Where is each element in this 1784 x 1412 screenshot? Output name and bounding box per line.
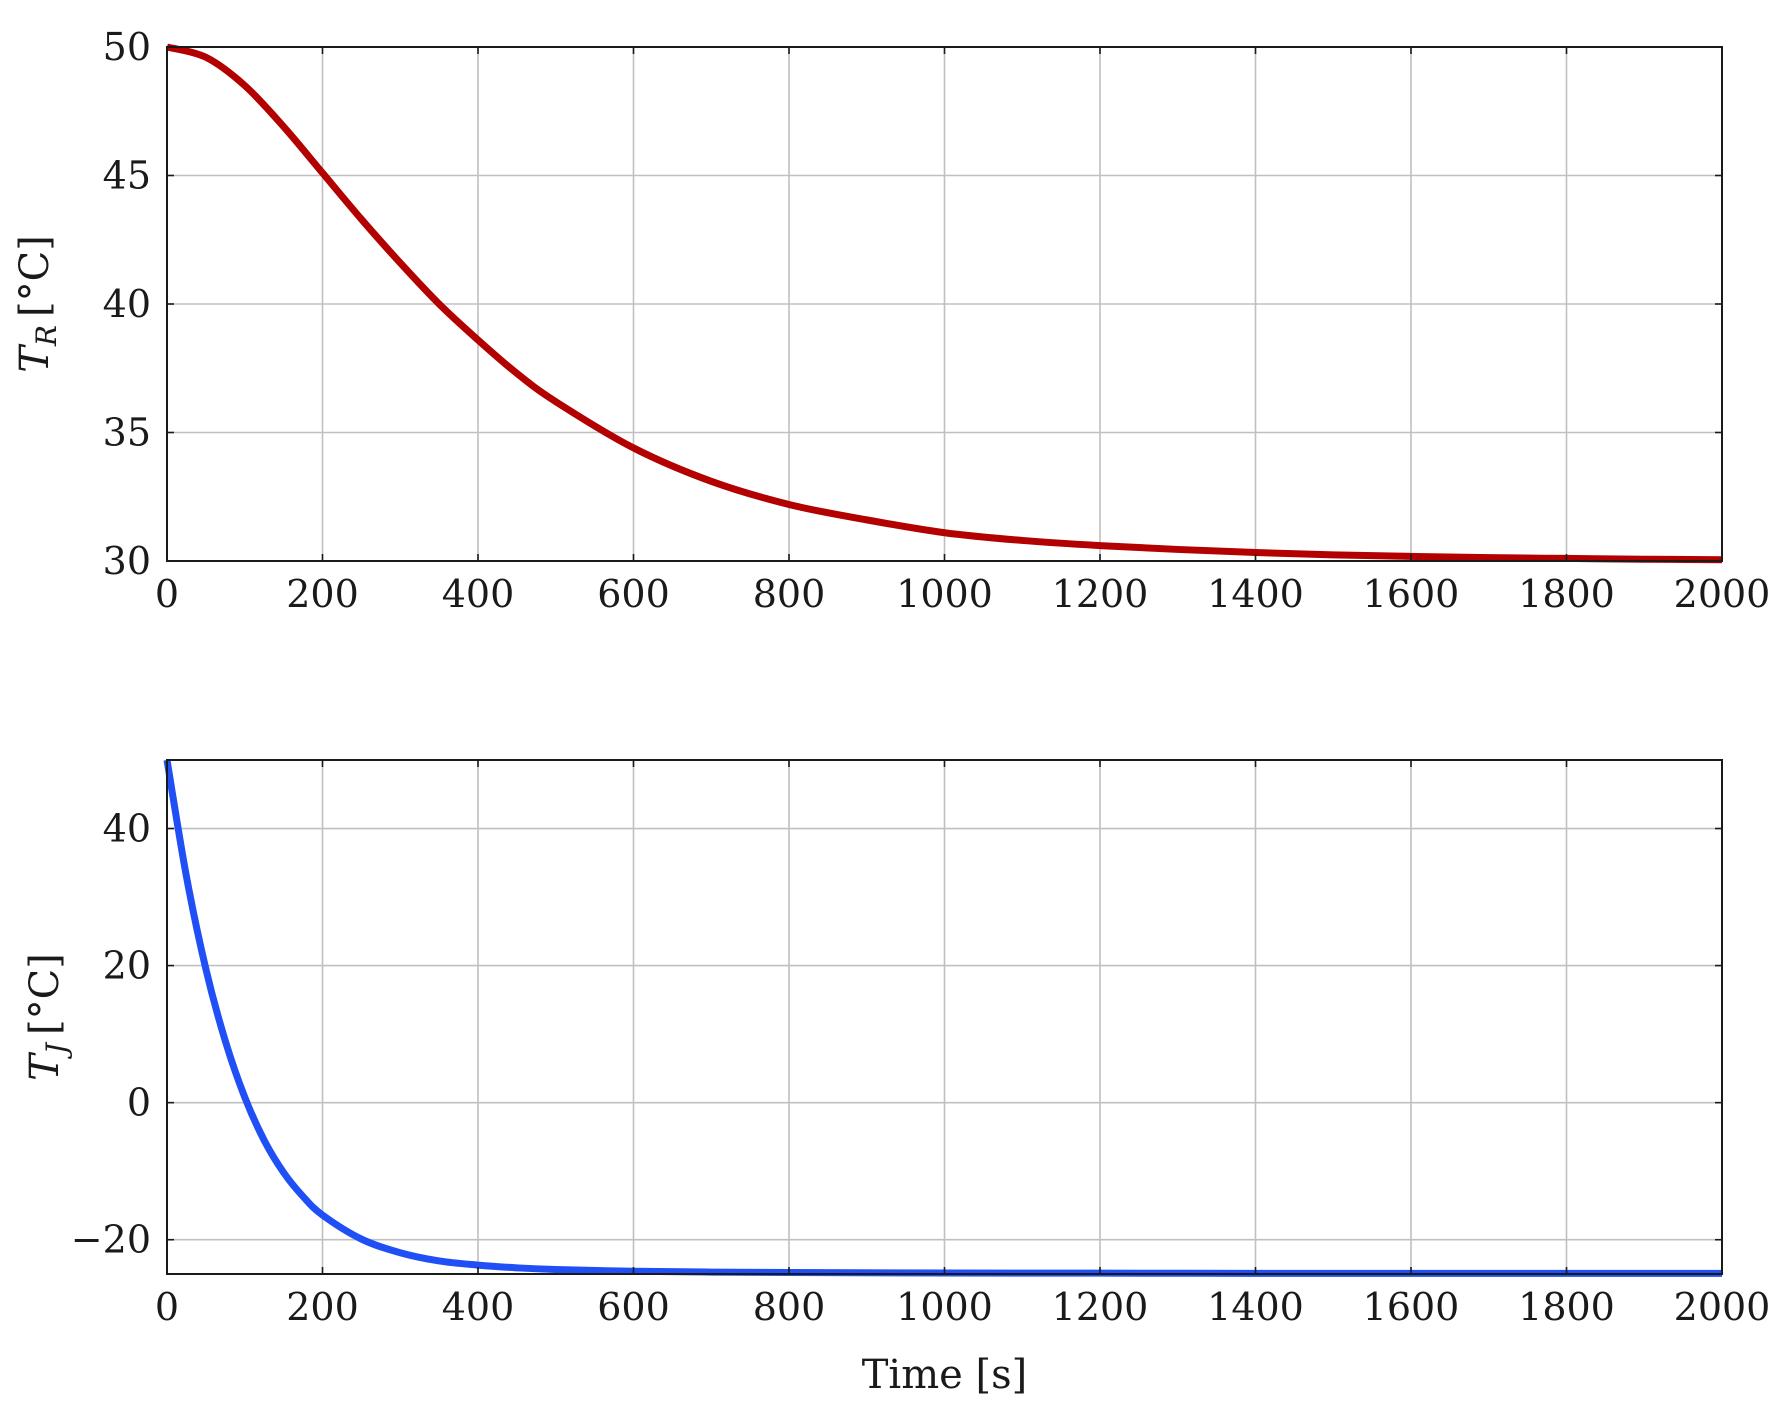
x-tick-label: 1200: [1052, 572, 1149, 616]
x-tick-label: 1400: [1207, 1285, 1304, 1329]
y-tick-label: −20: [71, 1218, 151, 1262]
y-axis-title-unit: [°C]: [12, 235, 58, 317]
y-axis-title-subscript: J: [40, 1041, 73, 1059]
y-tick-label: 35: [103, 411, 151, 455]
y-axis-title: TJ [°C]: [22, 953, 73, 1081]
x-tick-label: 2000: [1674, 572, 1771, 616]
bottom-plot-jacket-temperature: 0 200 400 600 800 1000 1200 1400 1600 1800 2000−20…: [22, 759, 1771, 1398]
x-tick-label: 1600: [1363, 1285, 1460, 1329]
x-tick-label: 400: [442, 1285, 515, 1329]
y-tick-label: 50: [103, 25, 151, 69]
x-axis-title: Time [s]: [862, 1352, 1028, 1398]
x-tick-label: 200: [286, 572, 359, 616]
x-tick-label: 1000: [896, 572, 993, 616]
y-tick-label: 40: [103, 807, 151, 851]
y-tick-label: 40: [103, 282, 151, 326]
x-tick-label: 1800: [1518, 1285, 1615, 1329]
y-axis-title-symbol: T: [22, 1051, 68, 1081]
x-tick-label: 1000: [896, 1285, 993, 1329]
y-axis-title-subscript: R: [30, 325, 63, 347]
y-tick-label: 20: [103, 944, 151, 988]
x-tick-label: 2000: [1674, 1285, 1771, 1329]
x-tick-label: 1800: [1518, 572, 1615, 616]
x-tick-label: 600: [597, 1285, 670, 1329]
x-tick-label: 400: [442, 572, 515, 616]
x-tick-label: 0: [155, 1285, 179, 1329]
x-tick-label: 200: [286, 1285, 359, 1329]
x-tick-label: 1600: [1363, 572, 1460, 616]
x-tick-label: 800: [753, 572, 826, 616]
y-axis-title-symbol: T: [12, 343, 58, 373]
y-axis-title-unit: [°C]: [22, 953, 68, 1035]
x-tick-label: 0: [155, 572, 179, 616]
x-tick-label: 600: [597, 572, 670, 616]
y-tick-label: 30: [103, 539, 151, 583]
y-tick-label: 45: [103, 154, 151, 198]
y-axis-title: TR [°C]: [12, 235, 63, 373]
y-tick-label: 0: [127, 1081, 151, 1125]
x-tick-label: 1200: [1052, 1285, 1149, 1329]
x-tick-label: 800: [753, 1285, 826, 1329]
x-tick-label: 1400: [1207, 572, 1304, 616]
top-plot-reactor-temperature: 0 200 400 600 800 1000 1200 1400 1600 1800 2000 30 3…: [12, 25, 1770, 616]
